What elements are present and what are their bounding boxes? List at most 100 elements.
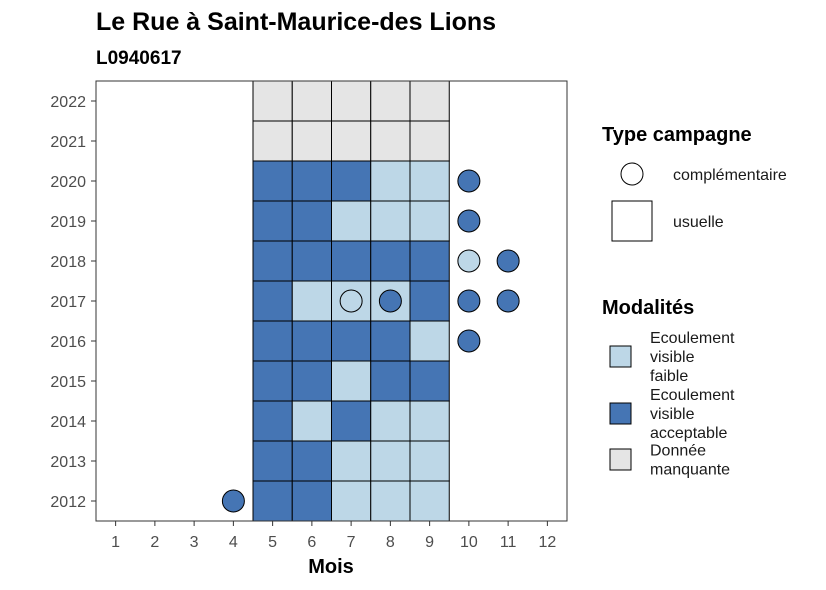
x-tick-label-10: 10 (460, 534, 478, 551)
heatmap-cell-2018-9 (409, 240, 450, 282)
x-tick-label-6: 6 (307, 534, 316, 551)
legend-label-ecoulement-visible-acceptable: Ecoulement visible acceptable (650, 387, 735, 442)
legend-swatch-donnee-manquante (609, 448, 632, 471)
heatmap-cell-2013-6 (291, 440, 332, 482)
y-tick-label-2020: 2020 (50, 174, 86, 191)
heatmap-cell-2012-6 (291, 480, 332, 522)
y-tick-label-2012: 2012 (50, 494, 86, 511)
heatmap-cell-2019-7 (331, 200, 372, 242)
legend-swatch-ecoulement-visible-faible (609, 345, 632, 368)
heatmap-cell-2012-8 (370, 480, 411, 522)
heatmap-cell-2014-6 (291, 400, 332, 442)
heatmap-cell-2017-6 (291, 280, 332, 322)
heatmap-cell-2015-8 (370, 360, 411, 402)
heatmap-cell-2013-7 (331, 440, 372, 482)
legend-label-line: manquante (650, 462, 730, 479)
x-tick-label-9: 9 (425, 534, 434, 551)
heatmap-cell-2020-7 (331, 160, 372, 202)
heatmap-cell-2016-9 (409, 320, 450, 362)
heatmap-cell-2014-5 (252, 400, 293, 442)
heatmap-cell-2021-5 (252, 120, 293, 162)
heatmap-cell-2013-8 (370, 440, 411, 482)
heatmap-cell-2016-5 (252, 320, 293, 362)
heatmap-cell-2019-8 (370, 200, 411, 242)
x-axis: 1 2 3 4 5 6 7 8 9 10 11 12 (111, 521, 556, 551)
x-tick-label-1: 1 (111, 534, 120, 551)
heatmap-cell-2012-5 (252, 480, 293, 522)
heatmap-cell-2014-8 (370, 400, 411, 442)
heatmap-cell-2016-8 (370, 320, 411, 362)
x-axis-title: Mois (308, 556, 354, 578)
heatmap-cell-2019-9 (409, 200, 450, 242)
heatmap-cell-2012-9 (409, 480, 450, 522)
heatmap-cell-2013-5 (252, 440, 293, 482)
campaign-point-2012-4 (221, 489, 245, 513)
heatmap-cell-2022-7 (331, 80, 372, 122)
y-tick-label-2021: 2021 (50, 134, 86, 151)
x-tick-label-2: 2 (150, 534, 159, 551)
x-tick-label-4: 4 (229, 534, 238, 551)
campaign-point-2018-11 (496, 249, 520, 273)
legend-label-line: Ecoulement (650, 330, 735, 347)
legend-label-line: visible (650, 406, 695, 423)
campaign-point-2020-10 (457, 169, 481, 193)
heatmap-cell-2021-6 (291, 120, 332, 162)
heatmap-cell-2020-5 (252, 160, 293, 202)
legend-label-ecoulement-visible-faible: Ecoulement visible faible (650, 330, 735, 385)
heatmap-cell-2017-9 (409, 280, 450, 322)
heatmap-cell-2012-7 (331, 480, 372, 522)
y-tick-label-2019: 2019 (50, 214, 86, 231)
legend-label-line: visible (650, 349, 695, 366)
heatmap-cell-2019-6 (291, 200, 332, 242)
y-tick-label-2018: 2018 (50, 254, 86, 271)
heatmap-cell-2021-7 (331, 120, 372, 162)
legend-square-swatch (611, 200, 653, 242)
legend-complementaire-label: complémentaire (673, 167, 787, 184)
heatmap-cell-2018-6 (291, 240, 332, 282)
heatmap-cell-2017-5 (252, 280, 293, 322)
y-tick-label-2022: 2022 (50, 94, 86, 111)
heatmap-cell-2015-5 (252, 360, 293, 402)
x-tick-label-5: 5 (268, 534, 277, 551)
heatmap-cell-2018-8 (370, 240, 411, 282)
legend-label-line: Donnée (650, 443, 706, 460)
y-tick-label-2016: 2016 (50, 334, 86, 351)
campaign-point-2017-8 (378, 289, 402, 313)
heatmap-cell-2015-7 (331, 360, 372, 402)
heatmap-cell-2020-6 (291, 160, 332, 202)
y-tick-label-2017: 2017 (50, 294, 86, 311)
x-tick-label-7: 7 (347, 534, 356, 551)
heatmap-cell-2020-8 (370, 160, 411, 202)
y-tick-label-2015: 2015 (50, 374, 86, 391)
heatmap-cell-2021-9 (409, 120, 450, 162)
legend-modalites-items: Ecoulement visible faible Ecoulement visible… (609, 330, 735, 479)
chart-title: Le Rue à Saint-Maurice-des Lions (96, 8, 496, 36)
legend-label-line: Ecoulement (650, 387, 735, 404)
legend-modalites: Modalités Ecoulement visible faibleEcoulem… (602, 297, 735, 479)
heatmap-cell-2019-5 (252, 200, 293, 242)
legend-type-title: Type campagne (602, 124, 752, 146)
x-tick-label-3: 3 (190, 534, 199, 551)
legend-label-donnee-manquante: Donnée manquante (650, 443, 730, 479)
campaign-point-2019-10 (457, 209, 481, 233)
heatmap-cell-2022-5 (252, 80, 293, 122)
campaign-point-2017-10 (457, 289, 481, 313)
heatmap-cell-2016-6 (291, 320, 332, 362)
legend-circle-swatch (620, 162, 644, 186)
heatmap-cell-2022-8 (370, 80, 411, 122)
usual-campaign-cells (252, 80, 450, 522)
legend-label-line: faible (650, 368, 688, 385)
heatmap-cell-2018-7 (331, 240, 372, 282)
heatmap-cell-2015-9 (409, 360, 450, 402)
heatmap-cell-2013-9 (409, 440, 450, 482)
x-tick-label-11: 11 (500, 534, 517, 551)
legend-type-campagne: Type campagne complémentaire usuelle (602, 124, 787, 242)
campaign-point-2016-10 (457, 329, 481, 353)
heatmap-cell-2022-6 (291, 80, 332, 122)
x-tick-label-12: 12 (538, 534, 556, 551)
heatmap-cell-2021-8 (370, 120, 411, 162)
heatmap-cell-2014-9 (409, 400, 450, 442)
legend-modalites-title: Modalités (602, 297, 694, 319)
complementary-campaign-points (221, 169, 520, 513)
